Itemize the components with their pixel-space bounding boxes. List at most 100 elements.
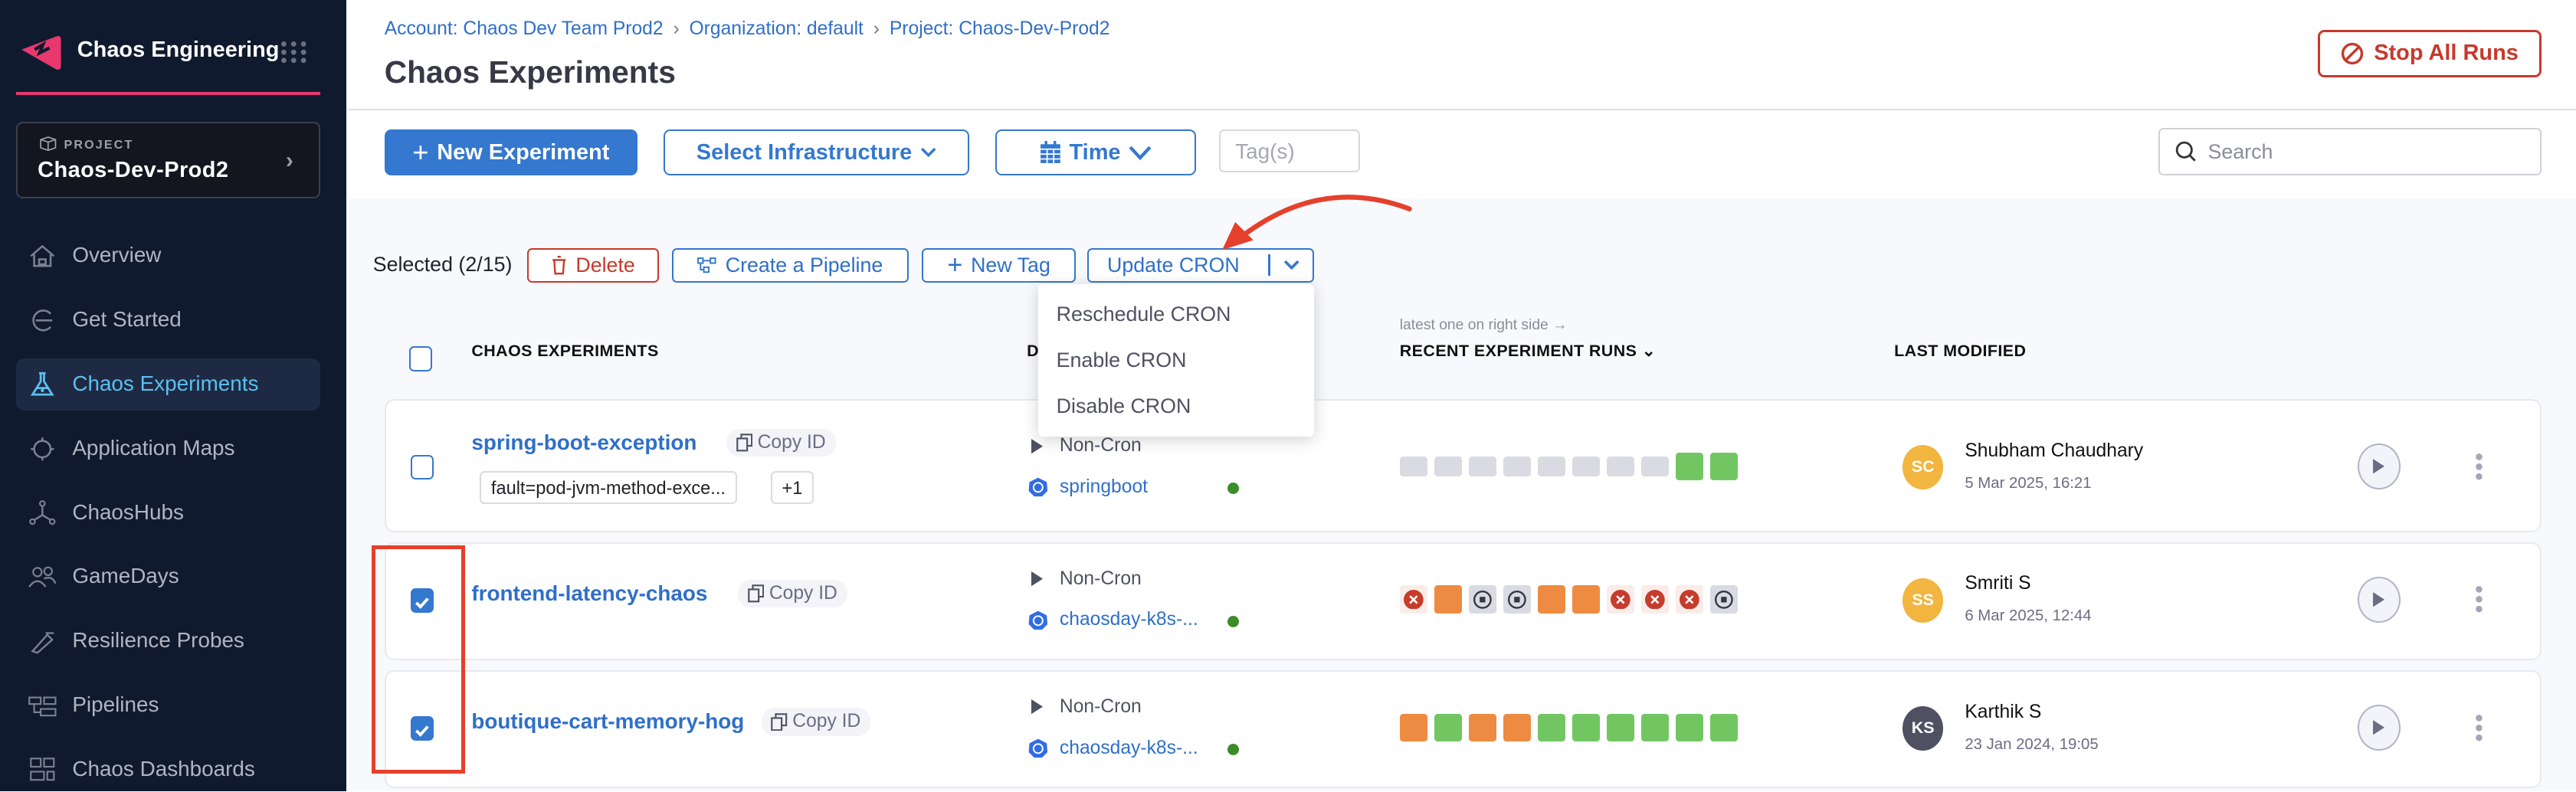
sidebar-item-label: Pipelines	[72, 692, 159, 717]
more-options-icon[interactable]	[2474, 713, 2484, 743]
menu-item-reschedule-cron[interactable]: Reschedule CRON	[1056, 302, 1231, 326]
table-row[interactable]	[384, 669, 2542, 789]
new-experiment-button[interactable]: + New Experiment	[384, 129, 637, 176]
breadcrumb-project[interactable]: Project: Chaos-Dev-Prod2	[889, 18, 1110, 39]
more-options-icon[interactable]	[2474, 584, 2484, 614]
sidebar-item-gamedays[interactable]: GameDays	[16, 551, 320, 604]
run-status-none[interactable]	[1468, 457, 1497, 476]
run-status-passed[interactable]	[1537, 713, 1566, 742]
copy-id-button[interactable]: Copy ID	[738, 579, 847, 608]
toolbar: + New Experiment Select Infrastructure Ti…	[348, 110, 2576, 199]
infrastructure-link[interactable]: chaosday-k8s-...	[1028, 609, 1198, 630]
run-status-none[interactable]	[1640, 457, 1670, 476]
sidebar-item-overview[interactable]: Overview	[16, 230, 320, 283]
tag-chip[interactable]: fault=pod-jvm-method-exce...	[480, 471, 737, 505]
more-options-icon[interactable]	[2474, 452, 2484, 482]
run-status-error[interactable]	[1399, 585, 1428, 614]
breadcrumb-organization[interactable]: Organization: default	[689, 18, 864, 39]
stop-all-runs-button[interactable]: Stop All Runs	[2318, 29, 2542, 77]
breadcrumb: Account: Chaos Dev Team Prod2 › Organizati…	[385, 18, 1110, 40]
chevron-down-icon[interactable]	[1283, 260, 1299, 271]
run-status-failed[interactable]	[1399, 713, 1428, 742]
menu-item-enable-cron[interactable]: Enable CRON	[1056, 348, 1187, 371]
run-status-failed[interactable]	[1468, 713, 1497, 742]
infrastructure-link[interactable]: chaosday-k8s-...	[1028, 738, 1198, 759]
row-checkbox[interactable]	[411, 454, 434, 480]
run-status-none[interactable]	[1434, 457, 1463, 476]
run-status-none[interactable]	[1503, 457, 1532, 476]
new-tag-button[interactable]: + New Tag	[921, 247, 1077, 283]
infrastructure-link[interactable]: springboot	[1028, 476, 1148, 498]
tags-input[interactable]: Tag(s)	[1218, 129, 1361, 173]
sidebar-item-pipelines[interactable]: Pipelines	[16, 679, 320, 732]
update-cron-label[interactable]: Update CRON	[1106, 253, 1240, 277]
sidebar-item-resilience-probes[interactable]: Resilience Probes	[16, 615, 320, 668]
row-checkbox[interactable]	[411, 587, 434, 613]
run-status-passed[interactable]	[1606, 713, 1635, 742]
run-status-passed[interactable]	[1640, 713, 1670, 742]
sidebar-item-chaoshubs[interactable]: ChaosHubs	[16, 487, 320, 540]
copy-id-button[interactable]: Copy ID	[726, 428, 836, 457]
run-status-stopped[interactable]	[1709, 585, 1739, 614]
run-status-passed[interactable]	[1434, 713, 1463, 742]
breadcrumb-account[interactable]: Account: Chaos Dev Team Prod2	[384, 18, 664, 39]
tag-chip[interactable]: +1	[770, 471, 814, 505]
experiment-name-link[interactable]: spring-boot-exception	[471, 430, 697, 454]
time-filter-dropdown[interactable]: Time	[995, 129, 1196, 176]
run-status-none[interactable]	[1606, 457, 1635, 476]
home-icon	[30, 244, 55, 267]
project-name: Chaos-Dev-Prod2	[38, 157, 229, 182]
sidebar-item-get-started[interactable]: Get Started	[16, 294, 320, 347]
run-status-passed[interactable]	[1571, 713, 1601, 742]
recent-runs	[1399, 713, 1739, 743]
run-status-error[interactable]	[1640, 585, 1670, 614]
run-status-none[interactable]	[1399, 457, 1428, 476]
sidebar-item-chaos-experiments[interactable]: Chaos Experiments	[16, 358, 321, 411]
run-status-none[interactable]	[1571, 457, 1601, 476]
run-status-passed[interactable]	[1675, 713, 1704, 742]
create-pipeline-button[interactable]: Create a Pipeline	[671, 247, 909, 283]
plus-icon: +	[947, 250, 963, 280]
experiment-name-link[interactable]: frontend-latency-chaos	[471, 581, 708, 605]
select-infrastructure-dropdown[interactable]: Select Infrastructure	[664, 129, 969, 176]
select-all-checkbox[interactable]	[408, 346, 432, 371]
plus-icon: +	[412, 136, 429, 169]
menu-item-disable-cron[interactable]: Disable CRON	[1056, 394, 1191, 417]
play-icon	[2373, 459, 2385, 474]
avatar: KS	[1902, 705, 1944, 751]
run-status-error[interactable]	[1675, 585, 1704, 614]
experiment-name-link[interactable]: boutique-cart-memory-hog	[471, 709, 745, 734]
search-input[interactable]: Search	[2158, 128, 2542, 176]
run-experiment-button[interactable]	[2357, 443, 2401, 489]
column-header-recent-runs[interactable]: RECENT EXPERIMENT RUNS ⌄	[1400, 342, 1656, 361]
run-status-failed[interactable]	[1434, 585, 1463, 614]
play-small-icon	[1031, 438, 1044, 453]
sidebar-item-chaos-dashboards[interactable]: Chaos Dashboards	[16, 744, 320, 792]
row-checkbox[interactable]	[411, 715, 434, 741]
run-status-stopped[interactable]	[1468, 585, 1497, 614]
run-status-error[interactable]	[1606, 585, 1635, 614]
cron-type-label: Non-Cron	[1059, 568, 1142, 589]
run-status-passed[interactable]	[1675, 452, 1704, 481]
copy-id-button[interactable]: Copy ID	[761, 708, 871, 736]
cube-icon	[40, 136, 57, 151]
sidebar-item-label: Chaos Dashboards	[72, 756, 255, 781]
run-status-failed[interactable]	[1537, 585, 1566, 614]
table-row[interactable]	[384, 399, 2542, 532]
sidebar-item-label: Overview	[72, 243, 162, 267]
project-selector[interactable]: PROJECT Chaos-Dev-Prod2 ›	[16, 121, 321, 199]
run-status-passed[interactable]	[1709, 452, 1739, 481]
update-cron-split-button[interactable]: Update CRON	[1087, 247, 1315, 283]
stopped-icon	[1473, 590, 1492, 609]
run-experiment-button[interactable]	[2357, 576, 2401, 623]
delete-button[interactable]: Delete	[527, 247, 659, 283]
run-experiment-button[interactable]	[2357, 704, 2401, 751]
app-switcher-icon[interactable]	[279, 39, 309, 65]
run-status-passed[interactable]	[1709, 713, 1739, 742]
run-status-failed[interactable]	[1571, 585, 1601, 614]
run-status-none[interactable]	[1537, 457, 1566, 476]
sidebar-item-application-maps[interactable]: Application Maps	[16, 423, 320, 476]
error-icon	[1680, 589, 1699, 610]
run-status-stopped[interactable]	[1503, 585, 1532, 614]
run-status-failed[interactable]	[1503, 713, 1532, 742]
